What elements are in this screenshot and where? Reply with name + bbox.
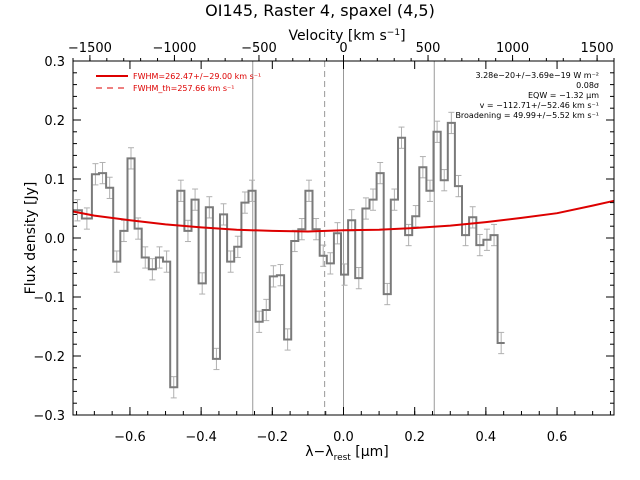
y-tick-label: 0.0 bbox=[44, 232, 65, 247]
top-tick-label: 500 bbox=[416, 41, 441, 56]
top-axis-label: Velocity [km s−1] bbox=[288, 28, 405, 44]
y-tick-label: −0.2 bbox=[33, 350, 65, 365]
x-tick-label: 0.2 bbox=[404, 430, 425, 445]
x-tick-label: −0.6 bbox=[114, 430, 146, 445]
top-tick-label: −1000 bbox=[152, 41, 196, 56]
annotation-3: v = −112.71+/−52.46 km s⁻¹ bbox=[480, 101, 599, 110]
annotation-0: 3.28e−20+/−3.69e−19 W m⁻² bbox=[475, 71, 599, 80]
y-tick-label: 0.3 bbox=[44, 55, 65, 70]
y-axis-label: Flux density [Jy] bbox=[23, 182, 39, 295]
top-tick-label: −500 bbox=[241, 41, 277, 56]
y-tick-label: 0.1 bbox=[44, 173, 65, 188]
data-step-series bbox=[73, 121, 505, 389]
x-tick-label: 0.6 bbox=[547, 430, 568, 445]
y-tick-label: −0.3 bbox=[33, 409, 65, 424]
fit-curve bbox=[72, 199, 615, 233]
legend-fit-label: FWHM=262.47+/−29.00 km s⁻¹ bbox=[133, 72, 261, 81]
annotation-2: EQW = −1.32 μm bbox=[528, 91, 599, 100]
x-tick-label: 0.4 bbox=[476, 430, 497, 445]
top-tick-label: 0 bbox=[339, 41, 347, 56]
annotation-1: 0.08σ bbox=[576, 81, 599, 90]
chart-title: OI145, Raster 4, spaxel (4,5) bbox=[205, 1, 435, 20]
y-tick-label: 0.2 bbox=[44, 114, 65, 129]
top-tick-label: 1500 bbox=[581, 41, 614, 56]
y-tick-label: −0.1 bbox=[33, 291, 65, 306]
x-tick-label: −0.4 bbox=[185, 430, 217, 445]
x-axis-label: λ−λrest [μm] bbox=[305, 444, 389, 463]
legend-theoretical-label: FWHM_th=257.66 km s⁻¹ bbox=[133, 84, 234, 93]
x-tick-label: 0.0 bbox=[333, 430, 354, 445]
annotation-4: Broadening = 49.99+/−5.52 km s⁻¹ bbox=[455, 111, 599, 120]
top-tick-label: 1000 bbox=[496, 41, 529, 56]
x-tick-label: −0.2 bbox=[257, 430, 289, 445]
top-tick-label: −1500 bbox=[68, 41, 112, 56]
